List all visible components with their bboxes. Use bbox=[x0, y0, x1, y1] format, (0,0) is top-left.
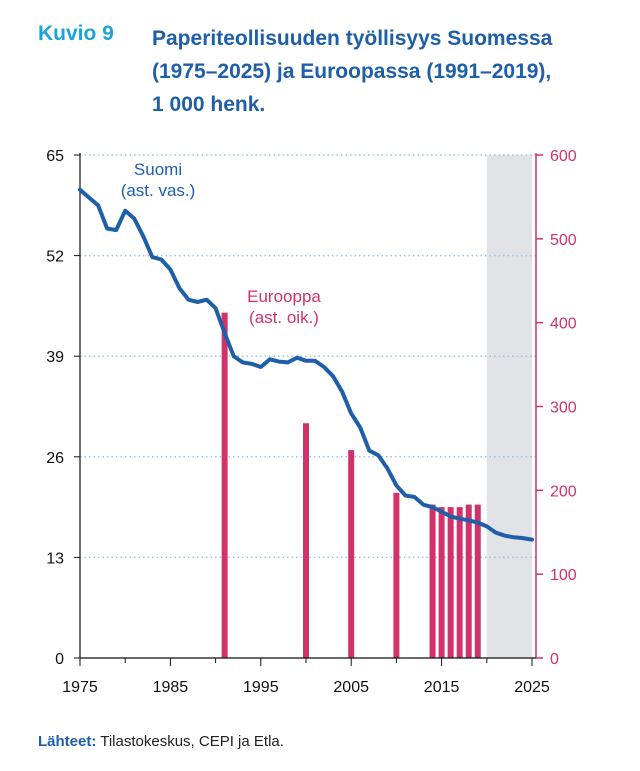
source-label: Lähteet: bbox=[38, 733, 97, 750]
left-tick-label: 65 bbox=[46, 148, 64, 165]
chart-title-line-2: (1975–2025) ja Euroopassa (1991–2019), bbox=[152, 60, 552, 83]
left-tick-label: 13 bbox=[46, 550, 64, 567]
europe-label-line-2: (ast. oik.) bbox=[249, 308, 319, 327]
x-tick-label: 1995 bbox=[243, 679, 279, 696]
chart-title-line-3: 1 000 henk. bbox=[152, 93, 266, 116]
europe-label-line-1: Eurooppa bbox=[247, 287, 321, 306]
x-tick-label: 1985 bbox=[153, 679, 189, 696]
left-tick-label: 39 bbox=[46, 349, 64, 366]
axes: 0 13 26 39 52 65 0 100 200 300 400 500 600 1975 1985 19… bbox=[46, 148, 577, 696]
suomi-line-group bbox=[78, 187, 534, 542]
right-tick-label: 0 bbox=[550, 651, 559, 668]
europe-bar bbox=[303, 423, 309, 658]
left-tick-label: 52 bbox=[46, 249, 64, 266]
europe-bar bbox=[221, 312, 228, 658]
right-tick-label: 200 bbox=[550, 483, 577, 500]
europe-bar bbox=[474, 504, 481, 658]
right-tick-label: 100 bbox=[550, 567, 577, 584]
right-tick-label: 500 bbox=[550, 232, 577, 249]
europe-bar bbox=[438, 507, 445, 658]
x-tick-label: 2005 bbox=[333, 679, 369, 696]
source-text: Tilastokeskus, CEPI ja Etla. bbox=[96, 733, 284, 750]
suomi-label-line-2: (ast. vas.) bbox=[121, 181, 196, 200]
x-tick-label: 1975 bbox=[62, 679, 98, 696]
source-note: Lähteet: Tilastokeskus, CEPI ja Etla. bbox=[38, 733, 284, 750]
chart-title: Paperiteollisuuden työllisyys Suomessa (… bbox=[152, 22, 622, 121]
x-tick-label: 2015 bbox=[424, 679, 460, 696]
suomi-label-line-1: Suomi bbox=[134, 160, 182, 179]
figure-number: Kuvio 9 bbox=[38, 22, 114, 45]
europe-bar bbox=[456, 507, 463, 658]
right-tick-label: 600 bbox=[550, 148, 577, 165]
europe-bar bbox=[447, 507, 454, 658]
europe-bar bbox=[465, 504, 472, 658]
forecast-shade-group bbox=[486, 155, 532, 658]
series-labels: Suomi (ast. vas.) Eurooppa (ast. oik.) bbox=[121, 160, 322, 327]
forecast-shade bbox=[486, 155, 532, 658]
x-tick-label: 2025 bbox=[514, 679, 550, 696]
europe-bars bbox=[221, 312, 481, 658]
suomi-line bbox=[78, 187, 534, 542]
left-tick-label: 0 bbox=[55, 651, 64, 668]
right-tick-label: 400 bbox=[550, 316, 577, 333]
chart-svg: 0 13 26 39 52 65 0 100 200 300 400 500 600 1975 1985 19… bbox=[46, 148, 577, 696]
europe-bar bbox=[429, 504, 436, 658]
right-tick-label: 300 bbox=[550, 400, 577, 417]
europe-bar bbox=[393, 492, 400, 658]
chart-title-line-1: Paperiteollisuuden työllisyys Suomessa bbox=[152, 27, 553, 50]
europe-bar bbox=[348, 450, 355, 658]
left-tick-label: 26 bbox=[46, 450, 64, 467]
